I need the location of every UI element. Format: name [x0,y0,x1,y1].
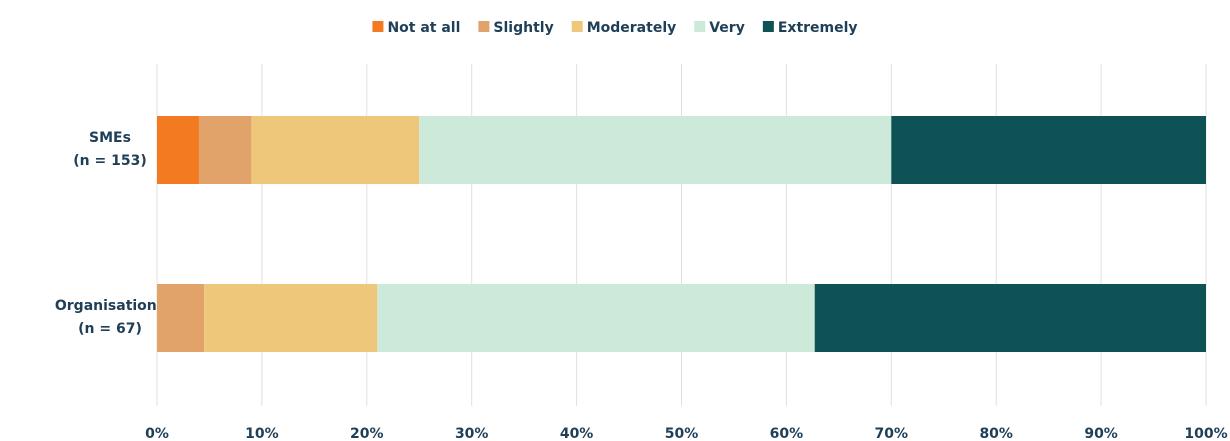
bar-segment [198,116,252,184]
x-tick-label: 100% [1184,426,1227,441]
legend: Not at all Slightly Moderately Very Extremel… [372,20,858,36]
bar-segment [157,284,205,352]
legend-swatch [478,21,490,32]
x-tick-label: 0% [145,426,169,441]
bars [157,116,1206,352]
bar-segment [814,284,1206,352]
category-label: Organisations [55,298,165,314]
x-tick-label: 40% [560,426,594,441]
legend-swatch [694,21,706,32]
legend-item: Slightly [478,20,554,36]
legend-item: Not at all [372,20,460,36]
legend-label: Not at all [387,20,460,36]
category-sublabel: (n = 153) [73,153,146,169]
legend-label: Extremely [778,20,858,36]
legend-item: Extremely [762,20,858,36]
legend-label: Moderately [587,20,677,36]
legend-swatch [372,21,384,32]
x-tick-label: 50% [665,426,699,441]
legend-label: Slightly [493,20,553,36]
legend-swatch [762,21,774,32]
x-tick-label: 60% [770,426,804,441]
x-tick-label: 30% [455,426,489,441]
category-labels: SMEs (n = 153) Organisations (n = 67) [55,130,165,337]
bar-segment [891,116,1206,184]
legend-swatch [571,21,583,32]
x-axis-ticks: 0% 10% 20% 30% 40% 50% 60% 70% 80% 90% 100% [145,426,1228,441]
x-tick-label: 70% [875,426,909,441]
x-tick-label: 90% [1084,426,1118,441]
category-label: SMEs [89,130,131,146]
x-tick-label: 80% [979,426,1013,441]
bar-segment [377,284,815,352]
bar-segment [419,116,892,184]
bar-segment [204,284,378,352]
x-tick-label: 10% [245,426,279,441]
x-tick-label: 20% [350,426,384,441]
category-sublabel: (n = 67) [78,321,142,337]
bar-segment [251,116,420,184]
bar-segment [157,116,199,184]
gridlines [156,64,1207,406]
legend-label: Very [709,20,745,36]
legend-item: Very [694,20,745,36]
legend-item: Moderately [571,20,677,36]
